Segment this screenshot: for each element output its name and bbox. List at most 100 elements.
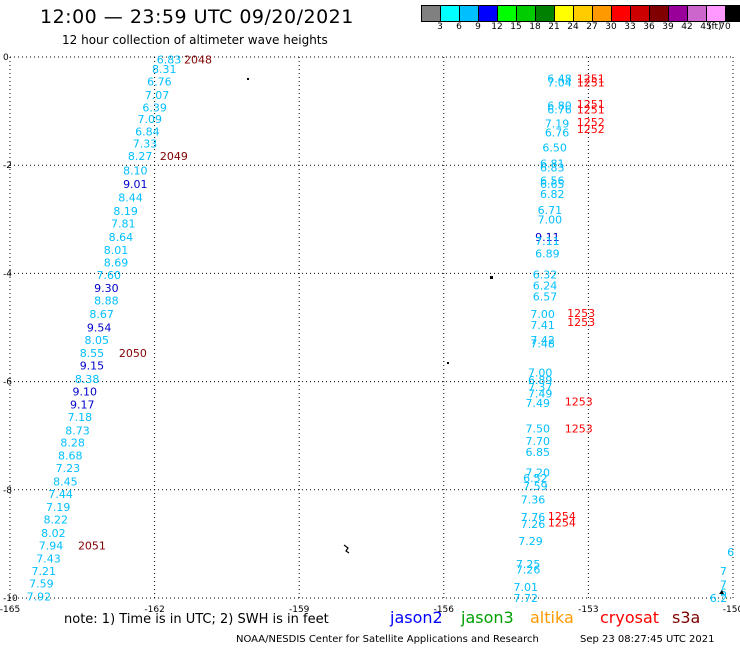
- colorbar-label: 30: [605, 22, 617, 32]
- y-tick-label: -6: [3, 378, 12, 388]
- wave-height-label: 7.23: [56, 462, 81, 475]
- wave-height-label: 6.52: [523, 472, 548, 485]
- colorbar-label: 70: [719, 22, 731, 32]
- colorbar-label: 36: [643, 22, 655, 32]
- wave-height-label: 8.73: [65, 424, 90, 437]
- wave-height-label: 1253: [567, 316, 595, 329]
- colorbar-swatch: [555, 6, 574, 21]
- wave-height-label: 7.49: [526, 397, 551, 410]
- wave-height-label: 7.42: [530, 334, 555, 347]
- wave-height-label: 8.55: [80, 347, 105, 360]
- wave-height-label: 6.83: [157, 54, 182, 67]
- wave-height-label: 7.76: [521, 511, 546, 524]
- island-marker: [490, 276, 493, 279]
- wave-height-label: 6.82: [540, 188, 565, 201]
- y-tick-label: -4: [3, 269, 12, 279]
- wave-height-label: 1253: [565, 423, 593, 436]
- wave-height-label: 6: [727, 546, 734, 559]
- legend-item-s3a: s3a: [672, 608, 701, 627]
- wave-height-label: 6.65: [540, 178, 565, 191]
- wave-height-label: 6.83: [540, 161, 565, 174]
- wave-height-label: 1252: [577, 123, 605, 136]
- wave-height-label: 7.70: [526, 435, 551, 448]
- island-marker: [247, 78, 249, 80]
- wave-height-label: 1251: [577, 73, 605, 86]
- colorbar-unit: (ft): [708, 22, 722, 32]
- wave-height-label: 8.27: [128, 150, 153, 163]
- wave-height-label: 7.72: [513, 592, 538, 605]
- wave-height-label: 7.26: [521, 518, 546, 531]
- wave-height-label: 7.11: [535, 235, 560, 248]
- wave-height-label: 1254: [548, 510, 576, 523]
- wave-height-label: 7.41: [530, 319, 555, 332]
- island-marker: [447, 362, 449, 364]
- wave-height-label: 7.18: [68, 411, 93, 424]
- wave-height-label: 7.09: [138, 113, 163, 126]
- colorbar-label: 42: [681, 22, 693, 32]
- colorbar-label: 9: [475, 22, 481, 32]
- wave-height-label: 6.24: [533, 279, 558, 292]
- wave-height-label: 6.80: [547, 100, 572, 113]
- wave-height-label: 6.81: [540, 158, 565, 171]
- footer-timestamp: Sep 23 08:27:45 UTC 2021: [580, 634, 715, 645]
- wave-height-label: 7.48: [530, 338, 555, 351]
- wave-height-label: 6.89: [528, 374, 553, 387]
- wave-height-label: 9.01: [123, 178, 148, 191]
- wave-height-label: 6.48: [547, 73, 572, 86]
- y-tick-label: -10: [3, 594, 18, 604]
- wave-height-label: 6.89: [535, 247, 560, 260]
- wave-height-label: 7.50: [526, 423, 551, 436]
- colorbar-swatch: [669, 6, 688, 21]
- wave-height-label: 8.19: [113, 205, 138, 218]
- colorbar-label: 15: [510, 22, 522, 32]
- colorbar-label: 27: [586, 22, 598, 32]
- wave-height-label: 9.17: [70, 398, 95, 411]
- colorbar-label: 21: [548, 22, 560, 32]
- colorbar-swatch: [498, 6, 517, 21]
- colorbar-swatch: [441, 6, 460, 21]
- page-title: 12:00 — 23:59 UTC 09/20/2021: [40, 6, 354, 28]
- wave-height-label: 7: [720, 578, 727, 591]
- wave-height-label: 1251: [577, 98, 605, 111]
- wave-height-label: 6.56: [540, 174, 565, 187]
- wave-height-label: 6.76: [547, 103, 572, 116]
- wave-height-label: 6.2: [710, 592, 728, 605]
- wave-height-label: 6.76: [545, 127, 570, 140]
- colorbar-label: 24: [567, 22, 579, 32]
- wave-height-label: 7.20: [526, 466, 551, 479]
- x-tick-label: -156: [434, 605, 455, 615]
- wave-height-label: 8.10: [123, 165, 148, 178]
- legend-item-cryosat: cryosat: [600, 608, 660, 627]
- colorbar-label: 12: [491, 22, 503, 32]
- wave-height-label: 1253: [565, 396, 593, 409]
- wave-height-label: 8.02: [41, 527, 66, 540]
- wave-height-label: 7.60: [97, 269, 122, 282]
- wave-height-label: 6.50: [542, 141, 567, 154]
- wave-height-label: 8.44: [118, 192, 143, 205]
- wave-height-label: 8.28: [60, 437, 85, 450]
- wave-height-label: 7.59: [523, 480, 548, 493]
- colorbar-swatch: [707, 6, 726, 21]
- colorbar-swatch: [460, 6, 479, 21]
- wave-height-label: 9.54: [87, 322, 112, 335]
- colorbar-label: 45: [700, 22, 712, 32]
- wave-height-label: 2050: [119, 347, 147, 360]
- wave-height-label: 2049: [160, 150, 188, 163]
- wave-height-label: 7.33: [133, 138, 158, 151]
- wave-height-label: 7.00: [538, 213, 563, 226]
- colorbar-label: 3: [437, 22, 443, 32]
- wave-height-label: 8.22: [44, 514, 69, 527]
- wave-height-label: 1254: [548, 516, 576, 529]
- wave-height-label: 8.38: [75, 373, 100, 386]
- wave-height-label: 6.57: [533, 291, 558, 304]
- colorbar-swatch: [422, 6, 441, 21]
- wave-height-label: 7.19: [46, 501, 71, 514]
- wave-height-label: 8.45: [53, 476, 78, 489]
- colorbar-swatch: [593, 6, 612, 21]
- y-tick-label: -8: [3, 486, 12, 496]
- colorbar-swatch: [631, 6, 650, 21]
- wave-height-label: 8.31: [152, 63, 177, 76]
- wave-height-label: 7.00: [528, 366, 553, 379]
- legend-item-jason2: jason2: [390, 608, 443, 627]
